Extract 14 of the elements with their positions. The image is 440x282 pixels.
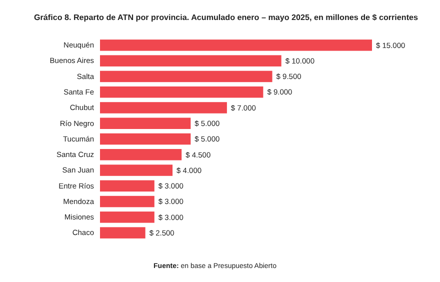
bar <box>100 227 146 238</box>
bar <box>100 196 154 208</box>
bar <box>100 102 227 114</box>
bar <box>100 40 372 51</box>
bar <box>100 70 272 82</box>
bar <box>100 55 282 66</box>
bar <box>100 164 173 176</box>
bar <box>100 180 154 192</box>
chart-title: Gráfico 8. Reparto de ATN por provincia. Acumulado enero – mayo 2025, en millones de $ corrientes <box>34 13 419 22</box>
bar <box>100 149 182 160</box>
bar <box>100 212 154 223</box>
bar <box>100 86 264 98</box>
bar <box>100 118 191 129</box>
bar <box>100 133 191 145</box>
